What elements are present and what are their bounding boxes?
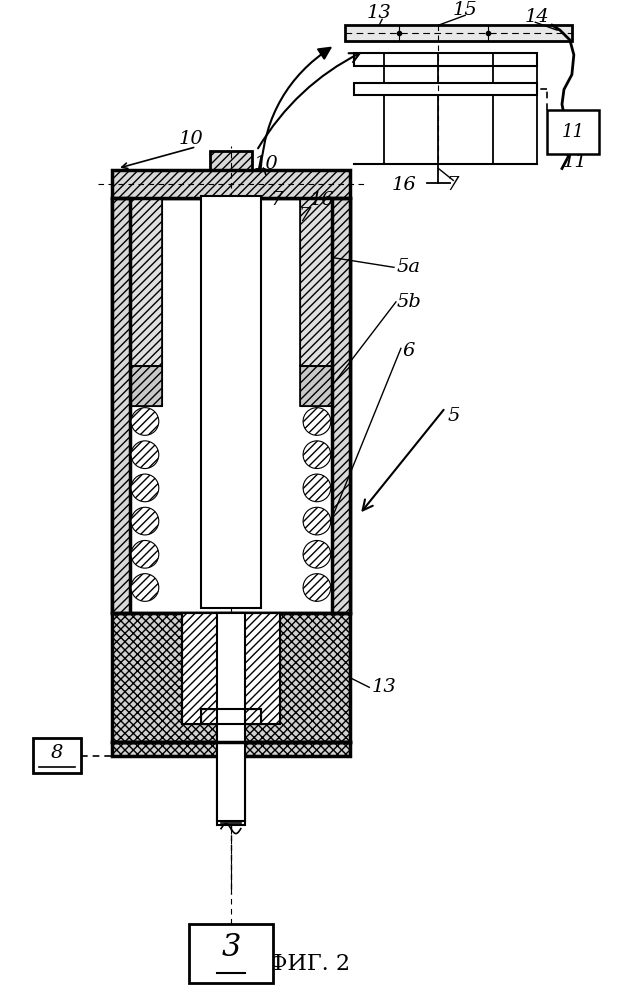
Circle shape: [131, 474, 159, 502]
Bar: [112, 613, 350, 742]
Bar: [300, 366, 332, 406]
Circle shape: [303, 474, 331, 502]
Bar: [112, 742, 350, 756]
Bar: [112, 613, 350, 742]
Bar: [210, 151, 252, 170]
Bar: [112, 198, 350, 613]
Text: 13: 13: [372, 678, 397, 696]
Text: 15: 15: [453, 1, 478, 19]
Bar: [33, 738, 81, 773]
Text: ФИГ. 2: ФИГ. 2: [268, 953, 350, 975]
Bar: [355, 53, 537, 66]
Bar: [130, 198, 162, 366]
Bar: [182, 613, 281, 724]
Text: 16: 16: [310, 191, 334, 209]
Bar: [217, 756, 245, 825]
Circle shape: [131, 574, 159, 601]
Text: 16: 16: [391, 176, 417, 194]
Text: 10: 10: [253, 155, 278, 173]
Circle shape: [303, 507, 331, 535]
Text: 11: 11: [561, 123, 585, 141]
Bar: [201, 709, 261, 724]
Bar: [300, 198, 332, 366]
Circle shape: [131, 408, 159, 435]
Bar: [547, 110, 599, 154]
Text: 14: 14: [525, 8, 549, 26]
Circle shape: [131, 540, 159, 568]
Bar: [332, 198, 350, 613]
Bar: [217, 613, 245, 821]
Bar: [112, 170, 350, 198]
Bar: [112, 198, 130, 613]
Bar: [332, 198, 350, 613]
Bar: [112, 170, 350, 198]
Bar: [130, 366, 162, 406]
Bar: [300, 198, 332, 366]
Bar: [130, 198, 162, 366]
Text: 5b: 5b: [396, 293, 421, 311]
Circle shape: [131, 507, 159, 535]
Text: 7: 7: [270, 191, 282, 209]
Bar: [130, 366, 162, 406]
Circle shape: [303, 408, 331, 435]
Bar: [345, 25, 572, 41]
Bar: [112, 198, 130, 613]
Bar: [300, 366, 332, 406]
Text: 7: 7: [447, 176, 459, 194]
Text: 10: 10: [179, 130, 204, 148]
Bar: [210, 151, 252, 170]
Bar: [189, 924, 273, 983]
Circle shape: [303, 540, 331, 568]
Circle shape: [303, 441, 331, 469]
Circle shape: [131, 441, 159, 469]
Text: 7: 7: [299, 207, 311, 225]
Text: 6: 6: [402, 342, 415, 360]
Bar: [201, 709, 261, 724]
Bar: [112, 742, 350, 756]
Bar: [182, 613, 281, 724]
Text: 3: 3: [221, 932, 240, 963]
Text: 5a: 5a: [397, 258, 421, 276]
Text: 11: 11: [562, 153, 587, 171]
Bar: [355, 83, 537, 95]
Text: 8: 8: [51, 744, 63, 762]
Text: 5: 5: [447, 407, 459, 425]
Circle shape: [303, 574, 331, 601]
Bar: [201, 196, 261, 608]
Text: 13: 13: [367, 4, 392, 22]
